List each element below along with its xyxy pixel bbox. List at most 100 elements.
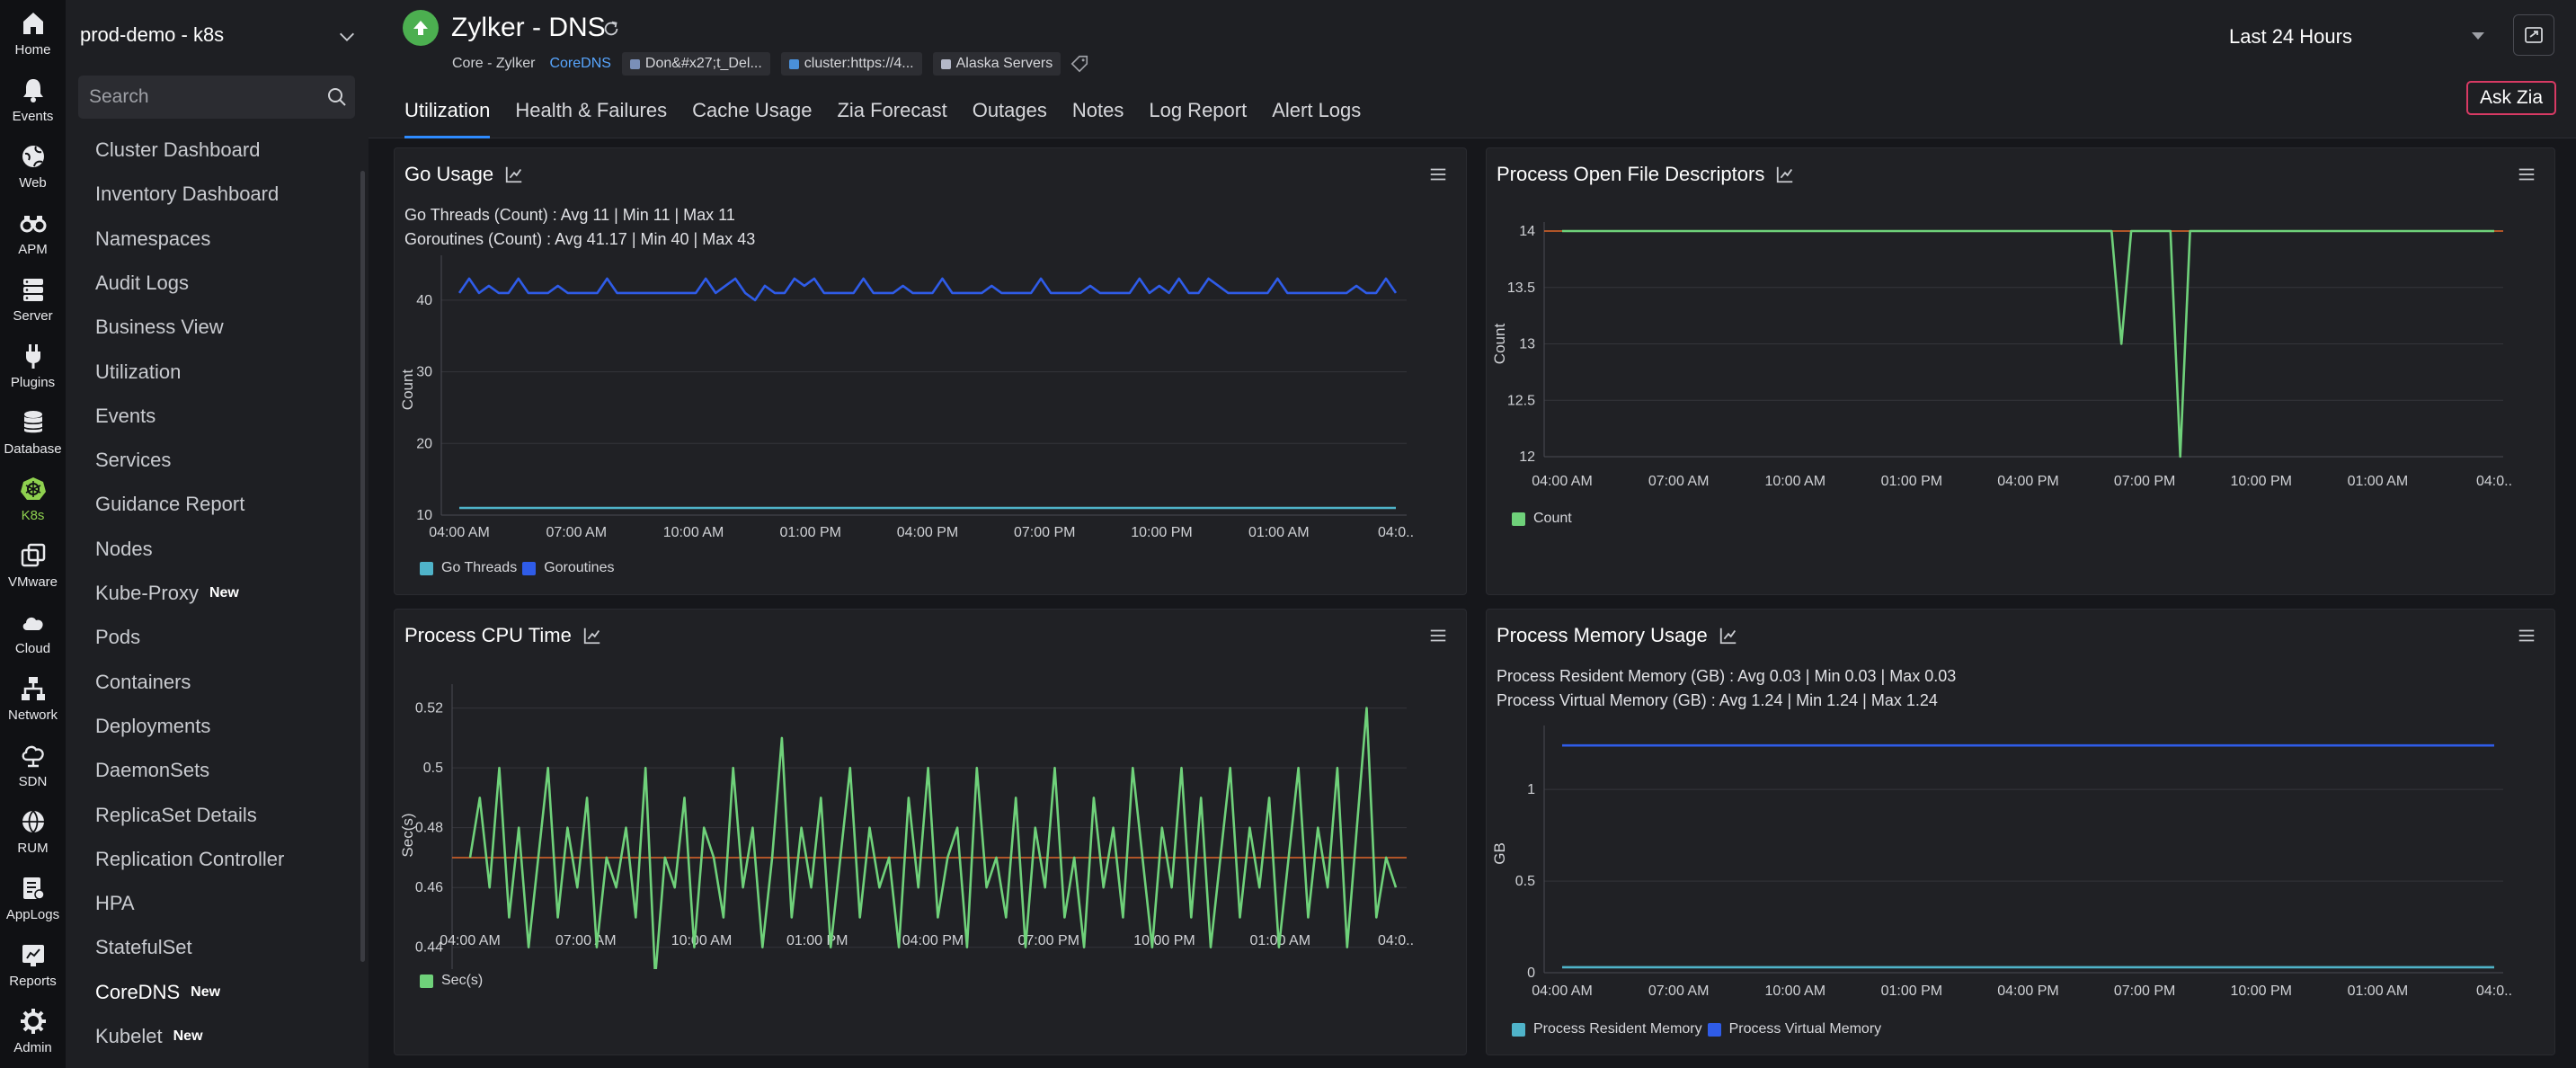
sidebar-item-cluster-dashboard[interactable]: Cluster Dashboard [95,132,260,168]
project-name[interactable]: prod-demo - k8s [80,23,225,46]
sidebar-item-business-view[interactable]: Business View [95,309,224,345]
tab-health-failures[interactable]: Health & Failures [515,99,668,121]
hamburger-menu-icon[interactable] [2517,626,2536,645]
sidebar-item-label: Inventory Dashboard [95,182,280,206]
x-tick-label: 04:00 AM [1532,474,1593,489]
x-tick-label: 10:00 AM [1764,474,1825,489]
legend-item-secs[interactable]: Sec(s) [420,973,483,989]
tab-outages[interactable]: Outages [972,99,1047,121]
refresh-icon[interactable] [601,19,621,39]
tab-alert-logs[interactable]: Alert Logs [1272,99,1362,121]
tab-utilization[interactable]: Utilization [404,97,491,138]
y-axis-title: Count [399,369,416,411]
sidebar-item-events[interactable]: Events [95,398,155,434]
sidebar-item-services[interactable]: Services [95,442,171,478]
export-button[interactable] [2513,14,2554,56]
tab-zia-forecast[interactable]: Zia Forecast [837,99,947,121]
sidebar-item-hpa[interactable]: HPA [95,886,135,921]
export-icon [2525,27,2543,43]
search-input[interactable] [78,76,312,119]
rail-item-plugins[interactable]: Plugins [0,333,66,399]
rail-item-sdn[interactable]: SDN [0,732,66,798]
tab-cache-usage[interactable]: Cache Usage [692,99,813,121]
rail-item-reports[interactable]: Reports [0,931,66,998]
x-tick-label: 04:0.. [1378,933,1414,948]
sidebar-item-audit-logs[interactable]: Audit Logs [95,265,189,301]
monitor-title: Zylker - DNS [451,13,606,42]
series-line-goroutines[interactable] [457,277,1398,302]
hamburger-menu-icon[interactable] [1428,165,1448,184]
sidebar-item-kube-proxy[interactable]: Kube-Proxy New [95,575,239,611]
rail-item-web[interactable]: Web [0,133,66,200]
sidebar-item-daemonsets[interactable]: DaemonSets [95,752,209,788]
rail-item-home[interactable]: Home [0,0,66,67]
tag-icon[interactable] [1070,54,1089,74]
sidebar-item-nodes[interactable]: Nodes [95,531,153,567]
monitor-tag[interactable]: cluster:https://4... [780,52,922,76]
sidebar-item-statefulset[interactable]: StatefulSet [95,930,192,966]
rail-item-events[interactable]: Events [0,67,66,133]
legend-item-resident-memory[interactable]: Process Resident Memory [1512,1021,1702,1037]
sidebar-item-coredns[interactable]: CoreDNS New [95,975,220,1010]
legend-item-goroutines[interactable]: Goroutines [522,560,614,576]
sidebar-item-kubelet[interactable]: Kubelet New [95,1019,203,1055]
chart-icon[interactable] [582,626,602,645]
monitor-type-link[interactable]: CoreDNS [549,56,611,71]
chevron-down-icon[interactable] [337,27,357,47]
monitor-group: Core - Zylker [452,56,536,71]
series-line-sec-s-[interactable] [468,707,1398,969]
rail-item-server[interactable]: Server [0,266,66,333]
x-tick-label: 04:00 AM [429,525,490,540]
rail-item-admin[interactable]: Admin [0,998,66,1064]
x-tick-label: 01:00 AM [2348,474,2409,489]
legend-item-go-threads[interactable]: Go Threads [420,560,517,576]
ask-zia-button[interactable]: Ask Zia [2466,81,2556,115]
tab-notes[interactable]: Notes [1071,99,1124,121]
sidebar-item-guidance-report[interactable]: Guidance Report [95,486,244,522]
series-line-count[interactable] [1562,229,2494,458]
hamburger-menu-icon[interactable] [1428,626,1448,645]
rail-item-cloud[interactable]: Cloud [0,599,66,665]
rail-item-k8s[interactable]: K8s [0,466,66,532]
sidebar-item-containers[interactable]: Containers [95,664,191,700]
x-tick-label: 04:00 PM [897,525,958,540]
chart-icon[interactable] [1775,165,1795,184]
mem-legend: Process Resident Memory Process Virtual … [1512,1021,1887,1037]
hamburger-menu-icon[interactable] [2517,165,2536,184]
y-tick-label: 13.5 [1507,280,1535,296]
sidebar-item-label: Business View [95,316,224,339]
monitor-tag[interactable]: Alaska Servers [932,52,1061,76]
search-icon[interactable] [326,86,348,108]
sidebar-item-namespaces[interactable]: Namespaces [95,221,210,257]
sidebar-item-replication-controller[interactable]: Replication Controller [95,841,284,877]
chart-icon[interactable] [1719,626,1738,645]
sidebar-scrollbar[interactable] [360,171,365,962]
x-tick-label: 01:00 AM [2348,983,2409,999]
widget-title: Process CPU Time [404,624,602,647]
rail-item-rum[interactable]: RUM [0,798,66,865]
cpu-chart: 0.44 0.46 0.48 0.5 0.52 Sec(s) 04:00 AM 07:00 A… [399,684,1414,969]
rail-item-applogs[interactable]: AppLogs [0,865,66,931]
time-range-select[interactable]: Last 24 Hours [2218,18,2499,56]
tab-log-report[interactable]: Log Report [1149,99,1248,121]
sidebar-item-pods[interactable]: Pods [95,619,140,655]
sidebar-item-inventory-dashboard[interactable]: Inventory Dashboard [95,176,279,212]
rail-item-network[interactable]: Network [0,665,66,732]
legend-item-virtual-memory[interactable]: Process Virtual Memory [1707,1021,1881,1037]
rail-item-label: APM [18,241,48,257]
sidebar-item-utilization[interactable]: Utilization [95,354,181,390]
rail-item-database[interactable]: Database [0,399,66,466]
chart-icon[interactable] [504,165,524,184]
sidebar-item-label: CoreDNS [95,980,181,1003]
sidebar-item-deployments[interactable]: Deployments [95,708,210,744]
legend-item-count[interactable]: Count [1512,511,1572,527]
rail-item-apm[interactable]: APM [0,200,66,266]
x-tick-label: 01:00 PM [780,525,841,540]
sidebar-item-replicaset-details[interactable]: ReplicaSet Details [95,797,257,833]
x-tick-label: 04:0.. [2476,983,2512,999]
monitor-tag[interactable]: Don&#x27;t_Del... [621,52,770,76]
y-tick-label: 0.5 [1515,874,1535,889]
fd-legend: Count [1512,511,1577,527]
rail-item-vmware[interactable]: VMware [0,532,66,599]
sidebar-item-label: Kube-Proxy [95,582,199,604]
